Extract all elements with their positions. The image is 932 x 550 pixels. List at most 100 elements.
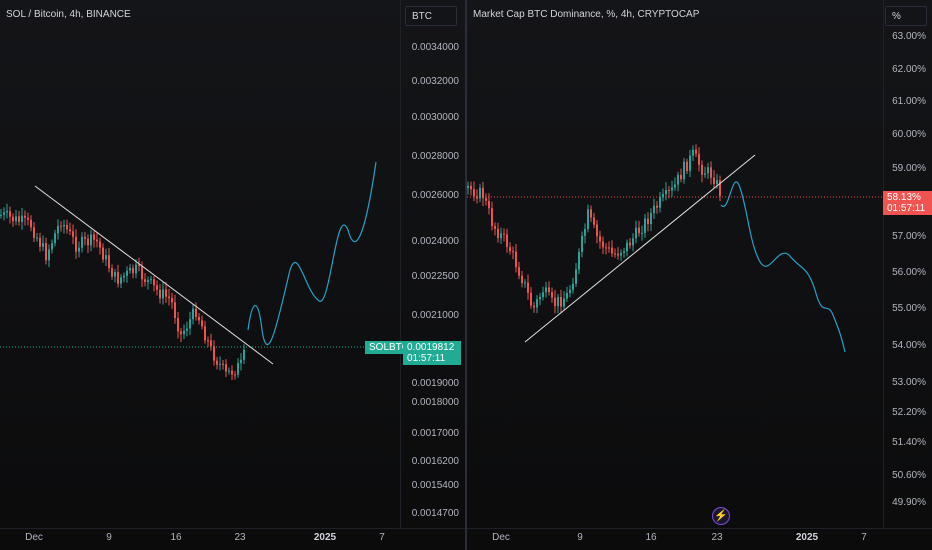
candle-body: [69, 229, 71, 232]
candle-body: [45, 243, 47, 261]
candle-body: [180, 331, 182, 335]
candle-body: [60, 225, 62, 227]
left-price-label: 0.0028000: [411, 151, 459, 162]
candle-body: [51, 243, 53, 250]
candle-body: [126, 270, 128, 276]
candle-body: [114, 272, 116, 277]
candle-body: [147, 280, 149, 283]
candle-body: [539, 296, 541, 300]
candle-body: [135, 264, 137, 274]
candle-body: [54, 233, 56, 244]
candle-body: [677, 174, 679, 185]
pane-divider[interactable]: [465, 0, 467, 550]
candle-body: [590, 209, 592, 218]
candle-body: [653, 205, 655, 214]
candle-body: [198, 316, 200, 321]
candle-body: [551, 292, 553, 298]
left-price-label: 0.0021000: [411, 310, 459, 321]
candle-body: [117, 272, 119, 284]
candle-body: [189, 319, 191, 329]
candle-body: [584, 228, 586, 236]
candle-body: [27, 217, 29, 220]
right-last-price-tag: 58.13% 01:57:11: [883, 191, 932, 215]
candle-body: [132, 267, 134, 274]
candle-body: [485, 198, 487, 201]
candle-body: [216, 360, 218, 365]
candle-body: [39, 237, 41, 247]
candle-body: [626, 242, 628, 252]
candle-body: [90, 234, 92, 246]
candle-body: [650, 213, 652, 225]
left-chart-pane[interactable]: SOL / Bitcoin, 4h, BINANCE BTC 0.0034000…: [0, 0, 465, 550]
right-time-label: 16: [645, 532, 657, 543]
candle-body: [75, 236, 77, 252]
candle-body: [3, 212, 5, 215]
candle-body: [566, 293, 568, 299]
right-price-label: 63.00%: [892, 31, 926, 42]
candle-body: [665, 190, 667, 195]
candle-body: [183, 330, 185, 335]
candle-body: [488, 200, 490, 209]
candle-body: [93, 234, 95, 240]
left-time-label: 7: [379, 532, 385, 543]
candle-body: [108, 255, 110, 269]
candle-body: [707, 167, 709, 174]
right-price-label: 53.00%: [892, 377, 926, 388]
candle-body: [222, 363, 224, 365]
candle-body: [123, 275, 125, 278]
candle-body: [623, 251, 625, 253]
candle-body: [704, 173, 706, 175]
left-price-label: 0.0022500: [411, 271, 459, 282]
right-price-label: 62.00%: [892, 64, 926, 75]
candle-body: [213, 346, 215, 361]
candle-body: [144, 279, 146, 283]
candle-body: [21, 215, 23, 222]
candle-body: [24, 215, 26, 218]
left-chart-canvas[interactable]: [0, 0, 465, 550]
candle-body: [138, 264, 140, 267]
candle-body: [81, 236, 83, 248]
candle-body: [689, 155, 691, 171]
candle-body: [141, 266, 143, 280]
candle-body: [219, 363, 221, 365]
candle-body: [66, 224, 68, 230]
right-last-price: 58.13%: [887, 192, 921, 203]
right-chart-canvas[interactable]: [467, 0, 932, 550]
right-chart-pane[interactable]: Market Cap BTC Dominance, %, 4h, CRYPTOC…: [467, 0, 932, 550]
left-unit-selector[interactable]: BTC: [405, 6, 457, 26]
left-time-axis-border: [0, 528, 465, 529]
candle-body: [195, 308, 197, 317]
left-time-label: 16: [170, 532, 182, 543]
candle-body: [479, 187, 481, 199]
candle-body: [593, 217, 595, 225]
candle-body: [680, 174, 682, 180]
lightning-icon[interactable]: ⚡: [712, 507, 730, 525]
candle-body: [237, 363, 239, 375]
left-price-label: 0.0030000: [411, 112, 459, 123]
candle-body: [207, 340, 209, 342]
left-time-label: 9: [106, 532, 112, 543]
right-time-label: 2025: [795, 532, 819, 543]
candle-body: [186, 328, 188, 331]
candle-body: [129, 267, 131, 271]
left-chart-title: SOL / Bitcoin, 4h, BINANCE: [6, 9, 131, 20]
left-price-label: 0.0034000: [411, 42, 459, 53]
right-price-label: 51.40%: [892, 437, 926, 448]
candle-body: [177, 318, 179, 332]
candle-body: [560, 297, 562, 307]
candle-body: [557, 297, 559, 307]
candle-body: [530, 292, 532, 306]
candle-body: [518, 267, 520, 276]
candle-body: [240, 359, 242, 364]
candle-body: [192, 308, 194, 320]
candle-body: [470, 185, 472, 190]
candle-body: [33, 227, 35, 238]
candle-body: [78, 247, 80, 252]
candle-body: [524, 282, 526, 284]
right-unit-selector[interactable]: %: [885, 6, 927, 26]
candle-body: [536, 299, 538, 308]
candle-body: [228, 370, 230, 372]
candle-body: [494, 226, 496, 229]
candle-body: [599, 236, 601, 242]
candle-body: [617, 253, 619, 256]
